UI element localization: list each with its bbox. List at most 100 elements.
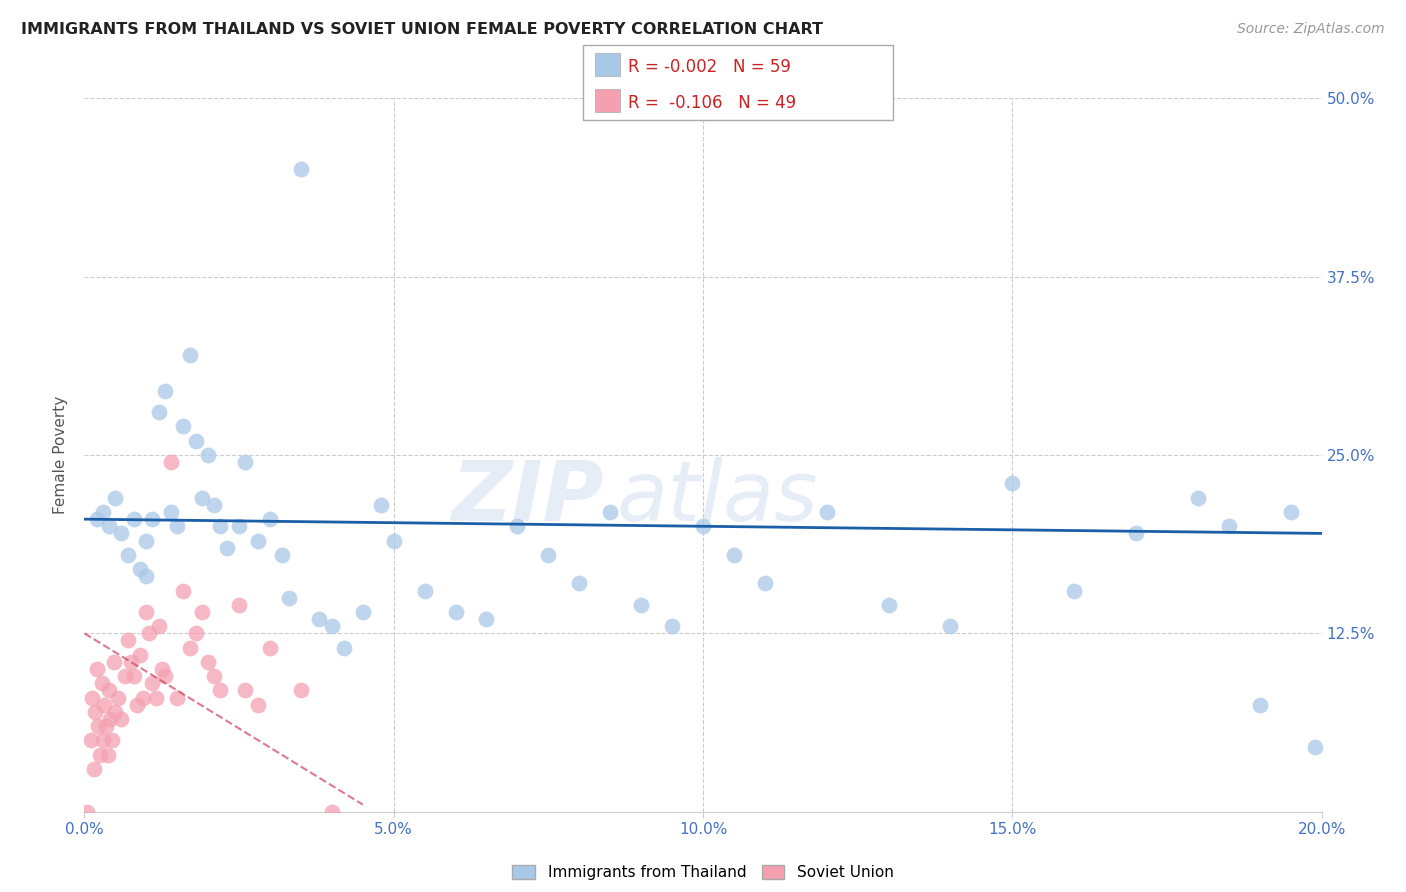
Point bbox=[352, 605, 374, 619]
Point bbox=[1187, 491, 1209, 505]
Point bbox=[321, 619, 343, 633]
Point bbox=[1063, 583, 1085, 598]
Point bbox=[98, 683, 121, 698]
Point bbox=[815, 505, 838, 519]
Point bbox=[191, 491, 214, 505]
Y-axis label: Female Poverty: Female Poverty bbox=[53, 396, 69, 514]
Point bbox=[90, 676, 112, 690]
Point bbox=[166, 690, 188, 705]
Point bbox=[104, 705, 127, 719]
Point bbox=[184, 626, 207, 640]
Point bbox=[228, 519, 250, 533]
Point bbox=[91, 733, 114, 747]
Text: atlas: atlas bbox=[616, 458, 818, 538]
Point bbox=[122, 669, 145, 683]
Point bbox=[135, 569, 157, 583]
Point bbox=[172, 583, 194, 598]
Point bbox=[141, 676, 163, 690]
Point bbox=[160, 455, 183, 469]
Point bbox=[877, 598, 900, 612]
Point bbox=[93, 698, 115, 712]
Point bbox=[413, 583, 436, 598]
Point bbox=[117, 548, 139, 562]
Point bbox=[76, 805, 98, 819]
Point bbox=[1279, 505, 1302, 519]
Point bbox=[444, 605, 467, 619]
Point bbox=[506, 519, 529, 533]
Point bbox=[215, 541, 238, 555]
Point bbox=[630, 598, 652, 612]
Point bbox=[754, 576, 776, 591]
Point bbox=[148, 405, 170, 419]
Point bbox=[153, 669, 176, 683]
Point bbox=[153, 384, 176, 398]
Point bbox=[1001, 476, 1024, 491]
Point bbox=[125, 698, 148, 712]
Point bbox=[86, 512, 108, 526]
Point bbox=[145, 690, 167, 705]
Point bbox=[87, 719, 110, 733]
Point bbox=[209, 683, 232, 698]
Point bbox=[290, 683, 312, 698]
Point bbox=[98, 519, 121, 533]
Legend: Immigrants from Thailand, Soviet Union: Immigrants from Thailand, Soviet Union bbox=[506, 859, 900, 886]
Text: IMMIGRANTS FROM THAILAND VS SOVIET UNION FEMALE POVERTY CORRELATION CHART: IMMIGRANTS FROM THAILAND VS SOVIET UNION… bbox=[21, 22, 823, 37]
Point bbox=[1218, 519, 1240, 533]
Point bbox=[138, 626, 160, 640]
Point bbox=[91, 505, 114, 519]
Point bbox=[209, 519, 232, 533]
Point bbox=[83, 762, 105, 776]
Point bbox=[370, 498, 392, 512]
Text: R =  -0.106   N = 49: R = -0.106 N = 49 bbox=[628, 94, 797, 112]
Text: ZIP: ZIP bbox=[451, 458, 605, 538]
Point bbox=[86, 662, 108, 676]
Point bbox=[104, 491, 127, 505]
Point bbox=[160, 505, 183, 519]
Point bbox=[114, 669, 136, 683]
Point bbox=[148, 619, 170, 633]
Point bbox=[179, 348, 201, 362]
Point bbox=[110, 526, 132, 541]
Point bbox=[135, 605, 157, 619]
Point bbox=[101, 733, 124, 747]
Point bbox=[308, 612, 330, 626]
Point bbox=[89, 747, 111, 762]
Point bbox=[202, 498, 225, 512]
Point bbox=[692, 519, 714, 533]
Point bbox=[97, 747, 120, 762]
Point bbox=[129, 562, 152, 576]
Point bbox=[172, 419, 194, 434]
Point bbox=[107, 690, 129, 705]
Point bbox=[661, 619, 683, 633]
Point bbox=[271, 548, 294, 562]
Point bbox=[228, 598, 250, 612]
Point bbox=[333, 640, 356, 655]
Point bbox=[110, 712, 132, 726]
Point bbox=[475, 612, 498, 626]
Point bbox=[179, 640, 201, 655]
Point bbox=[246, 698, 269, 712]
Point bbox=[259, 640, 281, 655]
Point bbox=[141, 512, 163, 526]
Point bbox=[120, 655, 142, 669]
Point bbox=[939, 619, 962, 633]
Point bbox=[79, 733, 101, 747]
Text: R = -0.002   N = 59: R = -0.002 N = 59 bbox=[628, 58, 792, 76]
Point bbox=[537, 548, 560, 562]
Point bbox=[84, 705, 107, 719]
Text: Source: ZipAtlas.com: Source: ZipAtlas.com bbox=[1237, 22, 1385, 37]
Point bbox=[1125, 526, 1147, 541]
Point bbox=[103, 655, 125, 669]
Point bbox=[191, 605, 214, 619]
Point bbox=[166, 519, 188, 533]
Point bbox=[129, 648, 152, 662]
Point bbox=[98, 712, 121, 726]
Point bbox=[290, 162, 312, 177]
Point bbox=[80, 690, 103, 705]
Point bbox=[94, 719, 117, 733]
Point bbox=[117, 633, 139, 648]
Point bbox=[321, 805, 343, 819]
Point bbox=[122, 512, 145, 526]
Point bbox=[599, 505, 621, 519]
Point bbox=[150, 662, 173, 676]
